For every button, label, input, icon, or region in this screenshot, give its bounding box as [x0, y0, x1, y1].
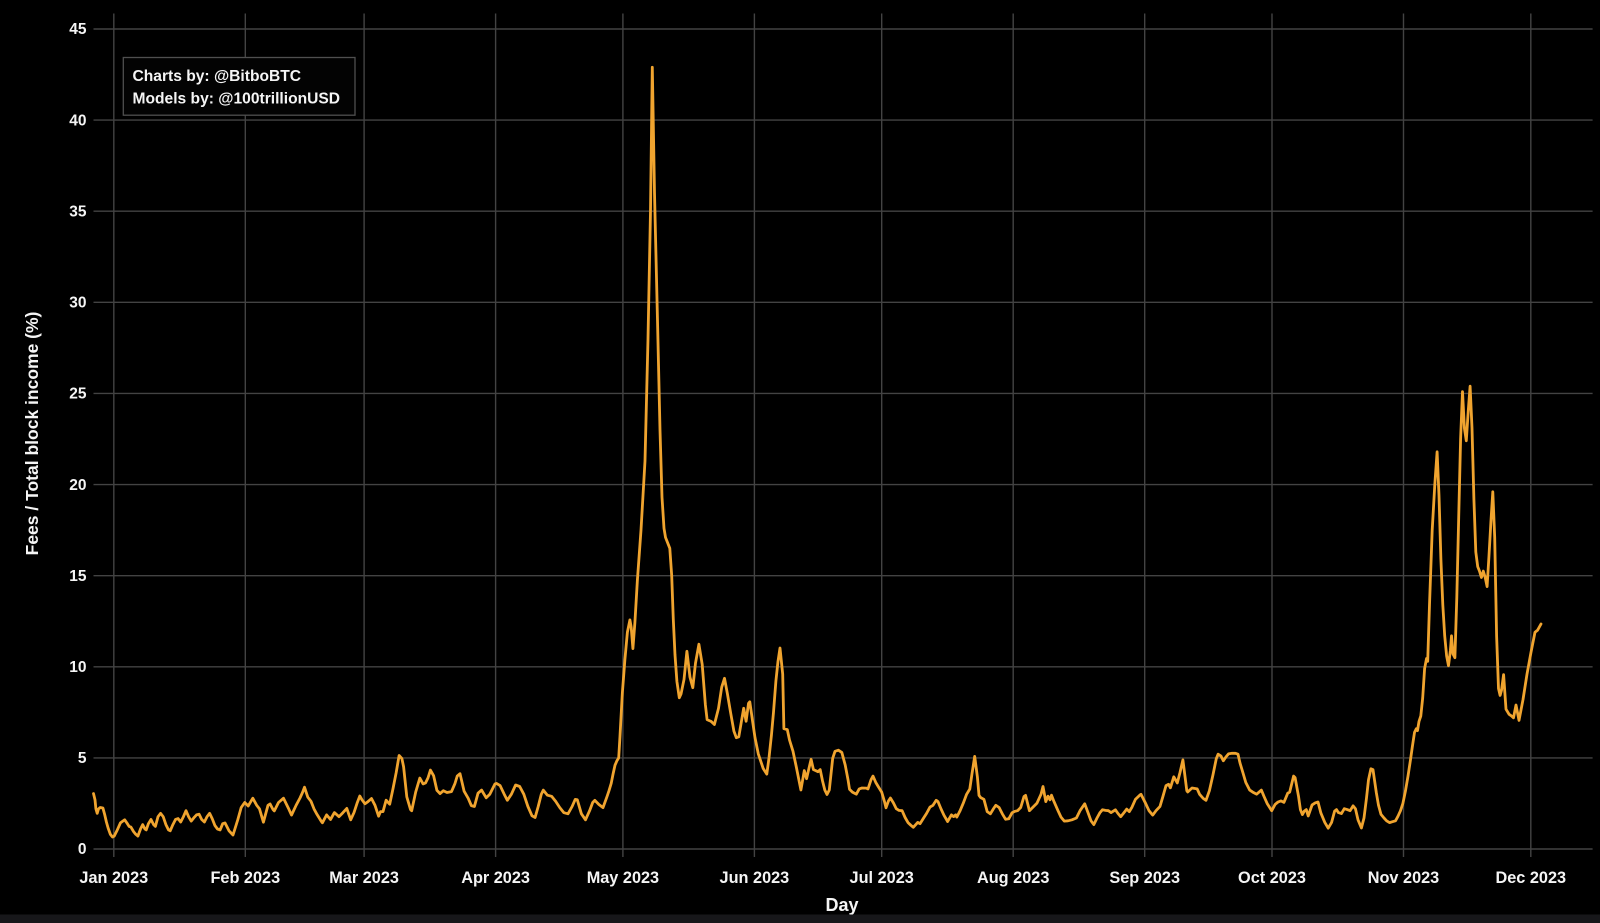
svg-text:Jan 2023: Jan 2023	[79, 869, 148, 887]
svg-text:Apr 2023: Apr 2023	[461, 869, 530, 887]
svg-text:15: 15	[69, 568, 87, 585]
svg-text:35: 35	[69, 203, 87, 220]
svg-text:0: 0	[78, 841, 87, 858]
svg-text:20: 20	[69, 477, 86, 494]
svg-text:5: 5	[78, 750, 87, 767]
svg-text:Dec 2023: Dec 2023	[1495, 869, 1566, 887]
svg-text:Oct 2023: Oct 2023	[1238, 869, 1306, 887]
svg-text:Jul 2023: Jul 2023	[850, 869, 914, 887]
svg-text:40: 40	[69, 112, 86, 129]
svg-text:Models by: @100trillionUSD: Models by: @100trillionUSD	[133, 91, 341, 108]
svg-text:May 2023: May 2023	[587, 869, 659, 887]
svg-text:Day: Day	[825, 895, 858, 915]
svg-text:25: 25	[69, 386, 87, 403]
svg-text:Jun 2023: Jun 2023	[720, 869, 790, 887]
svg-text:Aug 2023: Aug 2023	[977, 869, 1049, 887]
svg-text:10: 10	[69, 659, 86, 676]
svg-text:Feb 2023: Feb 2023	[210, 869, 280, 887]
svg-text:Mar 2023: Mar 2023	[329, 869, 399, 887]
svg-text:45: 45	[69, 21, 87, 38]
svg-text:Sep 2023: Sep 2023	[1109, 869, 1180, 887]
svg-text:Fees / Total block income (%): Fees / Total block income (%)	[22, 312, 42, 556]
svg-text:Nov 2023: Nov 2023	[1368, 869, 1440, 887]
svg-text:Charts by: @BitboBTC: Charts by: @BitboBTC	[133, 68, 302, 85]
svg-text:30: 30	[69, 295, 86, 312]
